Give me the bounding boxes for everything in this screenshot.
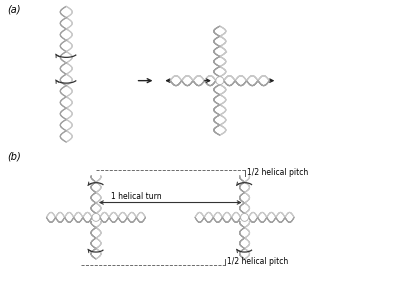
Text: (b): (b) xyxy=(7,152,20,162)
Circle shape xyxy=(241,213,248,221)
Text: 1/2 helical pitch: 1/2 helical pitch xyxy=(227,257,288,266)
Text: (a): (a) xyxy=(7,4,20,14)
Text: 1 helical turn: 1 helical turn xyxy=(111,191,162,200)
Circle shape xyxy=(92,213,100,221)
Circle shape xyxy=(216,77,224,85)
Text: 1/2 helical pitch: 1/2 helical pitch xyxy=(246,168,308,177)
